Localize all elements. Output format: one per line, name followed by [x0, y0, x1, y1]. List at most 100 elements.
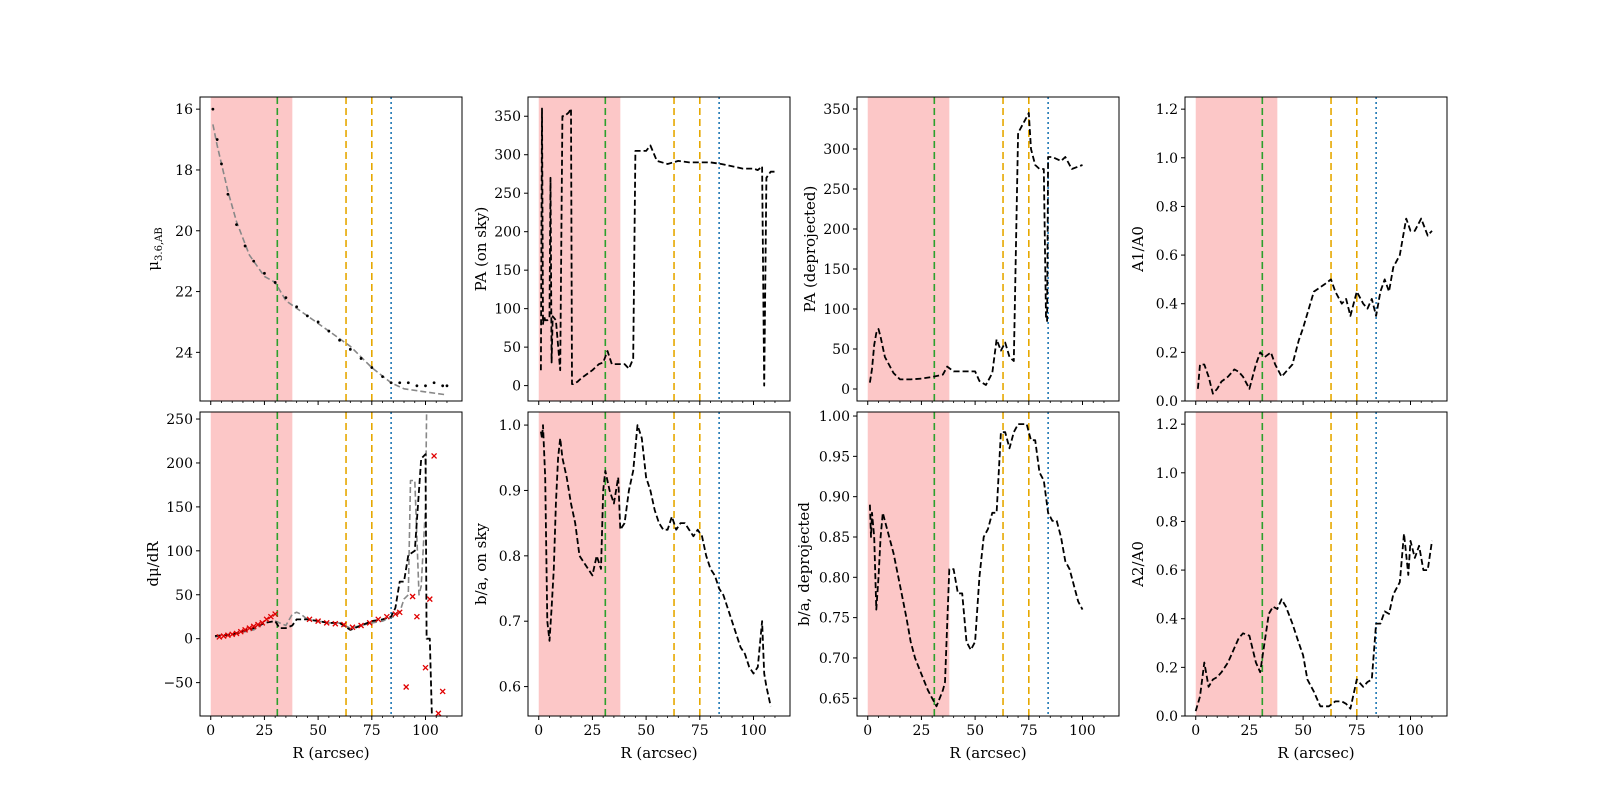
y-tick-label: 0.0 — [1156, 394, 1178, 410]
y-tick-label: 0.80 — [819, 570, 850, 586]
y-tick-label: 200 — [823, 222, 850, 238]
x-marker — [233, 630, 240, 637]
data-point — [215, 138, 219, 141]
y-tick-label: 200 — [494, 225, 521, 241]
x-tick-label: 75 — [363, 723, 381, 739]
x-axis: 0 25 50 75 100 — [863, 716, 1105, 739]
plot-area — [210, 412, 446, 716]
panel-pa-dep: 0 50 100 150 200 250 300 350 PA (deprojected) — [801, 96, 1120, 405]
y-axis-label: A2/A0 — [1129, 541, 1147, 588]
x-tick-label: 0 — [1191, 723, 1200, 739]
data-point — [415, 384, 419, 388]
y-tick-label: 50 — [503, 340, 521, 356]
axes-frame — [856, 96, 1120, 402]
panel-ba-dep: 0 25 50 75 100 0.65 0.70 0.75 0.80 0.85 0.90 0.95 1.… — [795, 409, 1120, 762]
x-marker — [267, 613, 274, 620]
plot-area — [867, 97, 1083, 401]
x-marker — [403, 684, 410, 690]
y-tick-label: 0.90 — [819, 490, 850, 506]
y-tick-label: 50 — [175, 588, 193, 604]
x-tick-label: 75 — [691, 723, 709, 739]
data-point — [370, 366, 374, 369]
y-tick-label: −50 — [163, 676, 193, 692]
x-axis-label: R (arcsec) — [620, 744, 697, 762]
x-marker — [426, 596, 433, 603]
x-axis — [538, 401, 776, 405]
y-tick-label: 300 — [823, 142, 850, 158]
x-marker — [358, 622, 365, 629]
y-tick-label: 0.8 — [499, 549, 521, 565]
y-axis-label: PA (deprojected) — [801, 186, 819, 313]
x-axis-label: R (arcsec) — [292, 744, 369, 762]
y-tick-label: 0.2 — [1156, 660, 1178, 676]
plot-area — [538, 412, 772, 716]
data-point — [424, 384, 427, 388]
x-marker — [435, 710, 442, 716]
x-marker — [366, 619, 373, 626]
x-marker — [383, 613, 390, 620]
x-tick-label: 50 — [1294, 723, 1312, 739]
axes-frame — [527, 96, 791, 402]
x-tick-label: 75 — [1020, 723, 1038, 739]
y-tick-label: 18 — [175, 163, 193, 179]
x-marker — [216, 633, 223, 640]
data-point — [381, 375, 384, 379]
data-point — [445, 384, 449, 388]
y-tick-label: 1.2 — [1156, 102, 1178, 118]
x-tick-label: 100 — [412, 723, 439, 739]
x-marker — [246, 625, 253, 632]
y-tick-label: 0.6 — [1156, 563, 1178, 579]
axes-frame — [1184, 411, 1448, 717]
y-tick-label: 0.7 — [499, 614, 521, 630]
x-tick-label: 25 — [256, 723, 274, 739]
x-marker — [340, 621, 347, 628]
plot-area — [210, 97, 449, 401]
x-marker — [306, 616, 313, 623]
x-marker — [422, 664, 429, 671]
x-marker — [323, 619, 330, 626]
x-marker — [392, 611, 399, 618]
x-tick-label: 100 — [1069, 723, 1096, 739]
series-line-data — [869, 423, 1084, 708]
x-marker — [263, 616, 270, 623]
shaded-region — [538, 412, 621, 716]
y-tick-label: 0 — [841, 382, 850, 398]
x-marker — [431, 452, 438, 459]
data-point — [398, 381, 402, 385]
series-line-data — [540, 424, 772, 707]
y-tick-label: 0.2 — [1156, 345, 1178, 361]
y-axis-label: b/a, on sky — [472, 523, 490, 605]
y-tick-label: 0.6 — [499, 680, 521, 696]
axes-frame — [199, 411, 463, 717]
x-tick-label: 25 — [913, 723, 931, 739]
data-point — [406, 381, 410, 385]
x-axis — [867, 401, 1105, 405]
y-axis-label: b/a, deprojected — [795, 502, 813, 626]
x-marker — [242, 626, 249, 633]
y-axis: 0.0 0.2 0.4 0.6 0.8 1.0 1.2 — [1156, 417, 1185, 725]
y-tick-label: 0.75 — [819, 611, 850, 627]
axes-frame — [856, 411, 1120, 717]
y-tick-label: 0.8 — [1156, 199, 1178, 215]
y-tick-label: 200 — [166, 456, 193, 472]
y-tick-label: 100 — [494, 302, 521, 318]
data-point — [389, 381, 393, 385]
series-line-data — [869, 112, 1083, 386]
x-tick-label: 25 — [1241, 723, 1259, 739]
x-marker — [413, 613, 420, 620]
data-point — [226, 192, 230, 196]
y-tick-label: 1.2 — [1156, 417, 1178, 433]
data-point — [235, 223, 238, 227]
x-tick-label: 50 — [966, 723, 984, 739]
y-tick-label: 1.0 — [1156, 466, 1178, 482]
x-marker — [409, 593, 416, 600]
x-tick-label: 50 — [637, 723, 655, 739]
data-point — [284, 296, 288, 300]
y-tick-label: 0.85 — [819, 530, 850, 546]
shaded-region — [1195, 412, 1278, 716]
data-point — [263, 271, 266, 275]
shaded-region — [210, 97, 293, 401]
x-tick-label: 100 — [740, 723, 767, 739]
x-axis — [210, 401, 448, 405]
y-tick-label: 0 — [184, 632, 193, 648]
